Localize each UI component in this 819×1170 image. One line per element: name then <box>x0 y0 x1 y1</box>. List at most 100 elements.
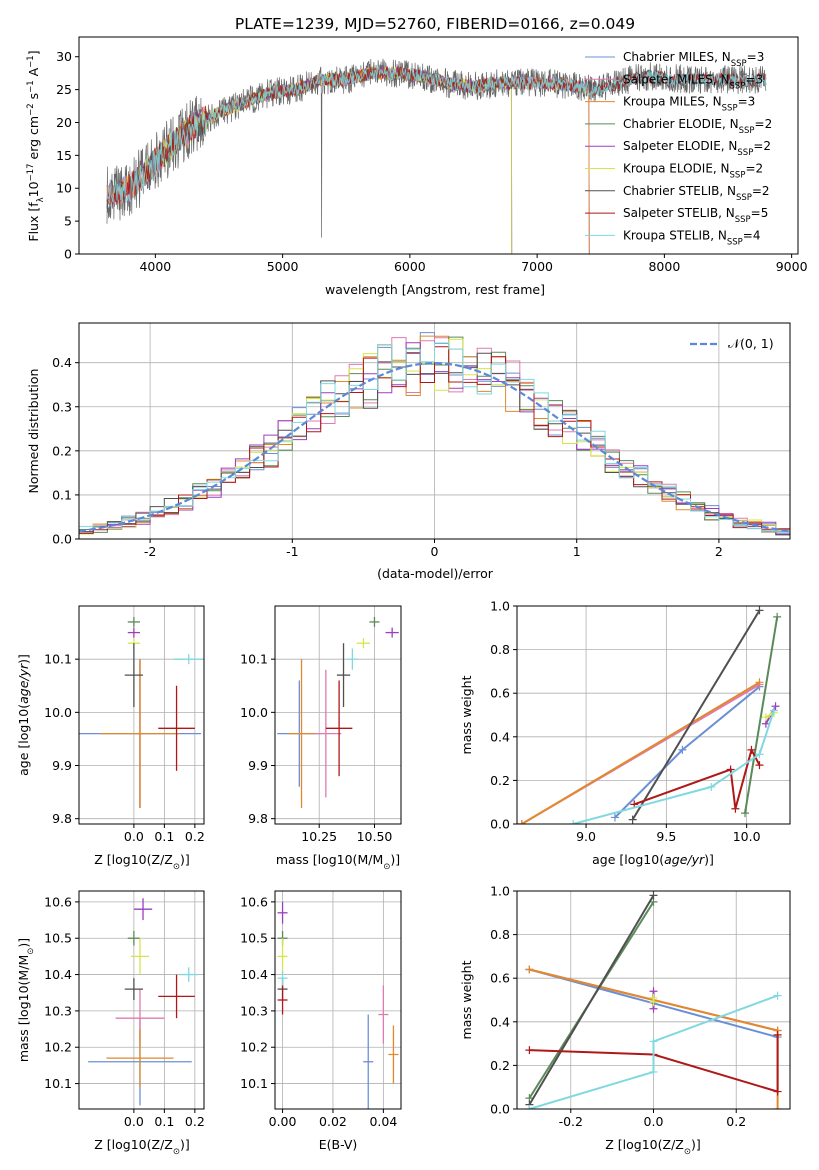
axes-age_vs_mass: 10.25 10.50 9.8 9.9 10.0 10.1 mass [log10(M/M⊙… <box>240 605 402 872</box>
plot-area <box>106 58 767 254</box>
y-tick-label: 0.1 <box>52 487 72 502</box>
legend-label: Salpeter MILES, NSSP=3 <box>623 72 763 91</box>
x-tick-label: 9.0 <box>576 829 596 844</box>
legend-label: Kroupa ELODIE, NSSP=2 <box>623 162 763 181</box>
x-tick-label: 0.00 <box>269 1114 297 1129</box>
axes-frame <box>78 605 205 825</box>
weight-line <box>528 894 655 1106</box>
y-tick-label: 0.0 <box>490 817 510 832</box>
weight-marker <box>628 815 637 824</box>
plot-area <box>277 616 399 809</box>
y-tick-label: 0.2 <box>52 443 72 458</box>
weight-line <box>521 681 761 824</box>
x-tick-label: 10.0 <box>733 829 761 844</box>
x-tick-label: -0.2 <box>559 1114 583 1129</box>
weight-marker <box>726 765 735 774</box>
weight-marker <box>761 713 770 722</box>
weight-marker <box>610 813 619 822</box>
y-tick-label: 9.9 <box>52 758 72 773</box>
y-axis-label: mass [log10(M/M⊙)] <box>16 938 36 1062</box>
y-tick-label: 9.8 <box>52 811 72 826</box>
y-tick-label: 20 <box>56 115 72 130</box>
x-tick-label: 9000 <box>776 259 808 274</box>
y-tick-label: 10.3 <box>44 1003 72 1018</box>
axes-weight_vs_Z: -0.2 0.0 0.2 0.0 0.2 0.4 0.6 0.8 1.0 Z [log10(Z/Z… <box>459 884 791 1157</box>
y-tick-label: 9.9 <box>248 758 268 773</box>
y-axis-label: Flux [fλ10−17 erg cm−2 s−1 A−1] <box>26 50 46 241</box>
y-tick-label: 0.4 <box>490 1014 510 1029</box>
figure-title: PLATE=1239, MJD=52760, FIBERID=0166, z=0… <box>235 15 635 33</box>
spectrum-model-line <box>142 66 513 254</box>
weight-marker <box>747 745 756 754</box>
y-tick-label: 10 <box>56 181 72 196</box>
axes-frame <box>78 890 205 1110</box>
y-tick-label: 10.5 <box>240 931 268 946</box>
weight-marker <box>649 1037 658 1046</box>
y-tick-label: 0.2 <box>490 773 510 788</box>
x-tick-label: 0.2 <box>185 1114 205 1129</box>
y-tick-label: 0.0 <box>52 532 72 547</box>
y-tick-label: 10.1 <box>240 652 268 667</box>
y-axis-label: mass weight <box>459 960 474 1039</box>
weight-line <box>744 616 779 814</box>
x-tick-label: 0 <box>431 544 439 559</box>
x-tick-label: -1 <box>286 544 298 559</box>
legend-label: 𝒩(0, 1) <box>728 336 774 351</box>
x-axis-label: (data-model)/error <box>377 566 494 581</box>
plot-area <box>88 898 198 1106</box>
x-tick-label: 0.1 <box>154 829 174 844</box>
weight-marker <box>741 809 750 818</box>
y-tick-label: 5 <box>64 214 72 229</box>
legend-label: Salpeter STELIB, NSSP=5 <box>623 206 768 225</box>
weight-marker <box>731 804 740 813</box>
weight-marker <box>649 1067 658 1076</box>
x-axis-label: Z [log10(Z/Z⊙)] <box>94 852 190 872</box>
y-tick-label: 10.5 <box>44 931 72 946</box>
weight-marker <box>525 1105 534 1109</box>
y-tick-label: 30 <box>56 49 72 64</box>
spectrum-model-line <box>142 66 513 254</box>
x-tick-label: 0.0 <box>644 1114 664 1129</box>
weight-marker <box>517 820 526 824</box>
weight-marker <box>755 606 764 615</box>
y-tick-label: 0.8 <box>490 642 510 657</box>
weight-line <box>572 710 775 824</box>
y-tick-label: 10.2 <box>44 1040 72 1055</box>
axes-spectrum: 4000 5000 6000 7000 8000 9000 0 5 10 15 20 25 30 wave… <box>26 36 808 297</box>
x-axis-label: Z [log10(Z/Z⊙)] <box>605 1137 701 1157</box>
x-tick-label: 0.04 <box>369 1114 397 1129</box>
y-tick-label: 0.6 <box>490 971 510 986</box>
weight-marker <box>755 750 764 759</box>
weight-line <box>529 994 778 1109</box>
legend-label: Kroupa STELIB, NSSP=4 <box>623 228 761 247</box>
y-tick-label: 9.8 <box>248 811 268 826</box>
plot-area <box>277 901 399 1109</box>
axes-frame <box>516 605 791 825</box>
y-tick-label: 0.2 <box>490 1058 510 1073</box>
axes-residuals: -2 -1 0 1 2 0.0 0.1 0.2 0.3 0.4 𝒩(0, 1) (data-model… <box>26 322 791 581</box>
weight-line <box>529 1034 779 1093</box>
x-tick-label: 0.0 <box>124 1114 144 1129</box>
weight-marker <box>707 782 716 791</box>
y-axis-label: age [log10(age/yr)] <box>16 654 31 776</box>
y-axis-label: Normed distribution <box>26 369 41 494</box>
x-tick-label: 5000 <box>267 259 299 274</box>
x-axis-label: E(B-V) <box>319 1137 358 1152</box>
legend-label: Chabrier ELODIE, NSSP=2 <box>623 117 772 136</box>
y-tick-label: 1.0 <box>490 884 510 899</box>
axes-frame <box>274 605 402 825</box>
y-tick-label: 10.1 <box>44 1076 72 1091</box>
y-tick-label: 0.4 <box>490 729 510 744</box>
weight-marker <box>649 891 658 900</box>
spectrum-model-line <box>106 65 767 204</box>
y-tick-label: 0.0 <box>490 1102 510 1117</box>
axes-mass_vs_ebv: 0.00 0.02 0.04 10.1 10.2 10.3 10.4 10.5 10.6 E(B-… <box>240 890 402 1152</box>
weight-marker <box>773 1087 782 1096</box>
x-axis-label: mass [log10(M/M⊙)] <box>276 852 400 872</box>
x-tick-label: 8000 <box>648 259 680 274</box>
legend-label: Chabrier MILES, NSSP=3 <box>623 50 764 69</box>
weight-marker <box>755 678 764 687</box>
y-axis-label: mass weight <box>459 675 474 754</box>
plots-layer: 4000 5000 6000 7000 8000 9000051015202530wave… <box>16 36 808 1157</box>
